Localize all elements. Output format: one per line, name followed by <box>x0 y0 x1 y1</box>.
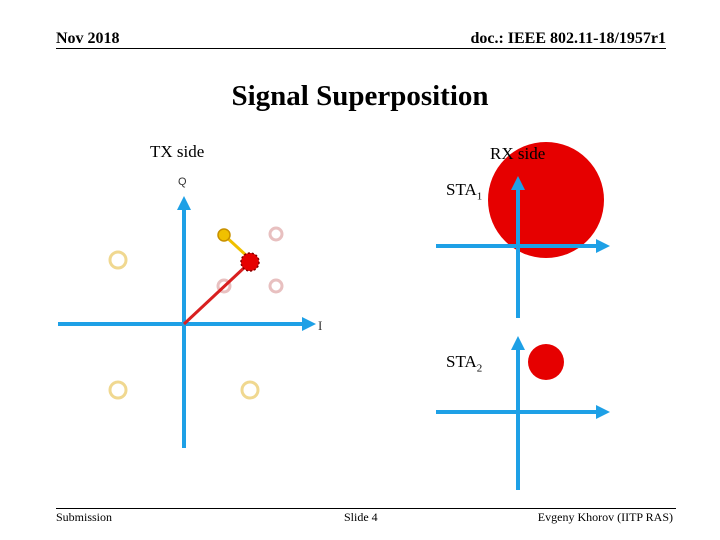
i-axis-label: I <box>318 318 323 333</box>
superposition-vector <box>182 264 248 326</box>
sta2-q-arrowhead <box>511 336 525 350</box>
header-date: Nov 2018 <box>56 30 120 47</box>
sta1-q-arrowhead <box>511 176 525 190</box>
sta2-label: STA2 <box>446 352 482 374</box>
footer-submission: Submission <box>56 510 113 524</box>
constellation-point <box>268 226 284 242</box>
combined-symbol-point <box>240 252 260 272</box>
tx-i-arrowhead <box>302 317 316 331</box>
sta2-symbol-point <box>217 228 231 242</box>
sta2-subscript: 2 <box>476 362 483 375</box>
header-divider <box>56 48 666 49</box>
sta2-received-signal <box>528 344 564 380</box>
tx-q-arrowhead <box>177 196 191 210</box>
sta2-name: STA <box>446 352 477 371</box>
sta1-i-arrowhead <box>596 239 610 253</box>
sta1-subscript: 1 <box>476 190 483 203</box>
sta1-label: STA1 <box>446 180 482 202</box>
tx-side-label: TX side <box>150 142 205 161</box>
footer-divider <box>56 508 676 509</box>
constellation-point <box>108 250 128 270</box>
slide-title: Signal Superposition <box>231 80 489 112</box>
sta2-i-arrowhead <box>596 405 610 419</box>
footer-author: Evgeny Khorov (IITP RAS) <box>537 510 673 524</box>
constellation-point <box>268 278 284 294</box>
sta1-name: STA <box>446 180 477 199</box>
constellation-point <box>216 278 232 294</box>
q-axis-label: Q <box>178 176 187 188</box>
rx-side-label: RX side <box>490 144 546 163</box>
header-doc-id: doc.: IEEE 802.11-18/1957r1 <box>470 30 666 47</box>
constellation-point <box>108 380 128 400</box>
constellation-point <box>240 380 260 400</box>
footer-slide-number: Slide 4 <box>344 510 378 524</box>
